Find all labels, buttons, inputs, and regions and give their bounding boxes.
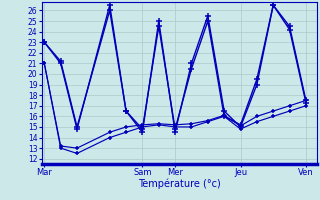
- X-axis label: Température (°c): Température (°c): [138, 179, 220, 189]
